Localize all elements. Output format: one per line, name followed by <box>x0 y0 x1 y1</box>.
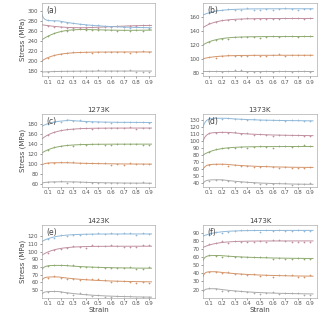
Title: 1423K: 1423K <box>87 218 109 224</box>
X-axis label: Strain: Strain <box>250 308 270 314</box>
Text: (a): (a) <box>46 6 57 15</box>
Title: 1373K: 1373K <box>249 107 271 113</box>
Y-axis label: Stress (MPa): Stress (MPa) <box>20 129 26 172</box>
X-axis label: Strain: Strain <box>88 308 109 314</box>
Title: 1273K: 1273K <box>87 107 110 113</box>
Text: (d): (d) <box>208 117 219 126</box>
Title: 1473K: 1473K <box>249 218 271 224</box>
Y-axis label: Stress (MPa): Stress (MPa) <box>20 240 26 283</box>
Y-axis label: Stress (MPa): Stress (MPa) <box>20 18 26 61</box>
Text: (e): (e) <box>46 228 57 237</box>
Text: (b): (b) <box>208 6 219 15</box>
Text: (c): (c) <box>46 117 56 126</box>
Text: (f): (f) <box>208 228 216 237</box>
